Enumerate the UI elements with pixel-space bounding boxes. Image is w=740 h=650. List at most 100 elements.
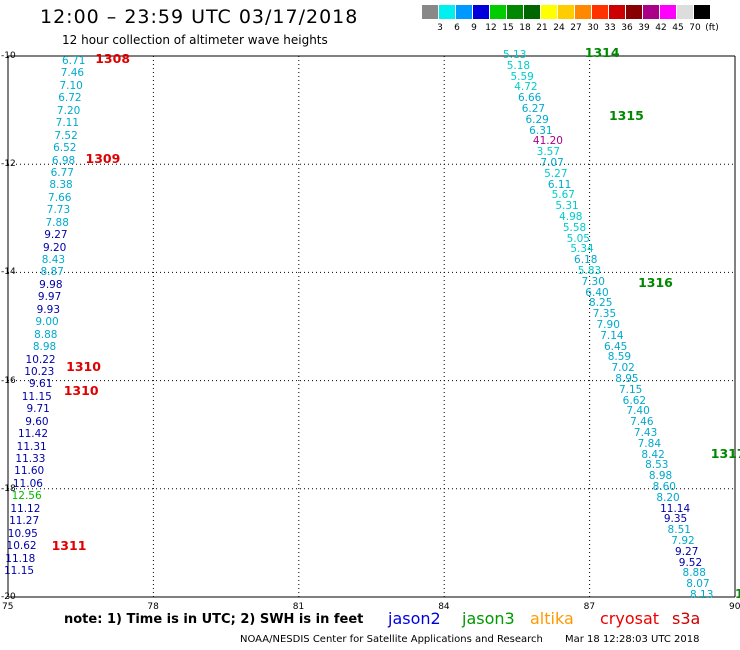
wave-height-value: 6.71 xyxy=(62,55,86,67)
wave-height-value: 6.66 xyxy=(517,92,542,105)
wave-height-value: 11.42 xyxy=(17,428,48,441)
track-id-label: 1311 xyxy=(51,537,87,553)
color-scale-label: 12 xyxy=(485,23,497,33)
color-swatch xyxy=(694,5,711,19)
wave-height-value: 9.60 xyxy=(25,415,49,428)
y-tick-label: -18 xyxy=(1,483,16,494)
wave-height-value: 10.62 xyxy=(6,540,37,553)
wave-height-value: 6.72 xyxy=(58,92,82,105)
track-id-label: 1317 xyxy=(710,445,740,461)
color-scale-label: 36 xyxy=(621,23,633,33)
satellite-legend-altika: altika xyxy=(530,609,574,628)
x-tick-label: 78 xyxy=(147,602,159,612)
color-swatch xyxy=(677,5,694,19)
color-swatch xyxy=(422,5,439,19)
wave-height-value: 7.92 xyxy=(671,535,695,547)
wave-height-value: 7.46 xyxy=(60,67,85,80)
color-scale-label: 39 xyxy=(638,23,650,33)
color-scale-label: 33 xyxy=(604,23,616,33)
wave-height-value: 7.88 xyxy=(45,216,69,229)
wave-height-value: 7.66 xyxy=(48,191,72,204)
page-subtitle: 12 hour collection of altimeter wave hei… xyxy=(62,33,328,47)
page-title: 12:00 – 23:59 UTC 03/17/2018 xyxy=(40,6,359,28)
color-scale-label: 24 xyxy=(553,23,565,33)
wave-height-value: 4.98 xyxy=(559,211,583,223)
color-scale-label: 15 xyxy=(502,23,514,33)
track-id-label: 13 xyxy=(735,586,740,602)
wave-height-value: 11.12 xyxy=(10,502,41,515)
wave-height-value: 8.07 xyxy=(686,578,710,591)
wave-height-value: 8.88 xyxy=(682,567,706,580)
wave-height-value: 41.20 xyxy=(532,135,563,148)
color-scale-label: (ft) xyxy=(705,23,719,33)
x-tick-label: 87 xyxy=(583,602,596,612)
track-id-label: 1316 xyxy=(638,275,673,291)
wave-height-value: 8.88 xyxy=(34,328,58,341)
color-scale-label: 6 xyxy=(454,23,460,33)
y-tick-label: -10 xyxy=(1,51,16,61)
wave-height-value: 11.31 xyxy=(16,440,47,453)
color-scale-label: 3 xyxy=(437,23,443,33)
wave-height-value: 5.13 xyxy=(503,49,527,61)
wave-height-value: 10.23 xyxy=(24,365,55,378)
wave-height-value: 11.15 xyxy=(21,390,52,403)
satellite-legend-s3a: s3a xyxy=(672,609,701,628)
color-scale-label: 42 xyxy=(655,23,667,33)
wave-height-value: 8.87 xyxy=(40,266,64,279)
wave-height-value: 5.58 xyxy=(562,221,587,234)
wave-height-value: 6.27 xyxy=(521,103,546,115)
wave-height-value: 11.06 xyxy=(12,477,43,490)
wave-height-value: 11.15 xyxy=(4,565,35,577)
y-tick-label: -12 xyxy=(1,159,16,170)
color-swatch xyxy=(626,5,643,19)
wave-height-value: 11.14 xyxy=(660,502,691,515)
wave-height-value: 7.43 xyxy=(633,427,658,439)
wave-height-value: 5.67 xyxy=(551,189,575,202)
color-scale-label: 21 xyxy=(536,23,548,33)
wave-height-value: 8.43 xyxy=(41,254,66,267)
wave-height-value: 7.40 xyxy=(626,405,650,418)
track-id-label: 1310 xyxy=(66,359,101,375)
color-scale-label: 27 xyxy=(570,23,582,33)
wave-height-value: 6.40 xyxy=(585,286,609,299)
wave-height-value: 7.07 xyxy=(540,157,564,169)
satellite-legend-cryosat: cryosat xyxy=(600,609,660,628)
wave-height-value: 6.98 xyxy=(51,154,76,167)
wave-height-value: 7.84 xyxy=(637,437,662,450)
x-tick-label: 75 xyxy=(2,602,14,612)
color-swatch xyxy=(456,5,473,19)
wave-height-value: 7.46 xyxy=(630,416,654,429)
wave-height-value: 5.18 xyxy=(506,59,531,72)
wave-height-value: 10.95 xyxy=(7,527,38,540)
wave-height-value: 7.02 xyxy=(611,362,635,375)
y-tick-label: -16 xyxy=(1,375,16,386)
x-tick-label: 84 xyxy=(438,602,450,612)
wave-height-value: 8.98 xyxy=(32,341,57,354)
generated-timestamp: Mar 18 12:28:03 UTC 2018 xyxy=(565,634,700,645)
color-swatch xyxy=(592,5,609,19)
wave-height-value: 9.97 xyxy=(37,291,62,304)
color-swatch xyxy=(439,5,456,19)
wave-height-value: 8.51 xyxy=(667,524,691,537)
wave-height-value: 9.61 xyxy=(29,378,53,391)
wave-height-value: 11.60 xyxy=(14,465,45,478)
wave-height-value: 5.34 xyxy=(570,243,594,256)
wave-height-value: 3.57 xyxy=(536,146,561,159)
y-tick-label: -14 xyxy=(1,267,16,278)
color-scale-label: 18 xyxy=(519,23,531,33)
wave-height-value: 8.95 xyxy=(615,373,639,385)
wave-height-value: 6.45 xyxy=(603,340,628,353)
track-id-label: 1315 xyxy=(608,107,644,123)
wave-height-value: 9.27 xyxy=(44,229,68,242)
wave-height-value: 9.35 xyxy=(663,513,688,526)
color-scale-label: 70 xyxy=(689,23,701,33)
wave-height-value: 6.11 xyxy=(547,178,572,191)
wave-height-value: 8.60 xyxy=(652,481,676,493)
color-swatch xyxy=(643,5,660,19)
wave-height-value: 6.62 xyxy=(622,394,647,407)
color-swatch xyxy=(490,5,507,19)
wave-height-value: 7.11 xyxy=(55,117,80,130)
wave-height-value: 6.29 xyxy=(525,113,549,126)
color-swatch xyxy=(541,5,558,19)
